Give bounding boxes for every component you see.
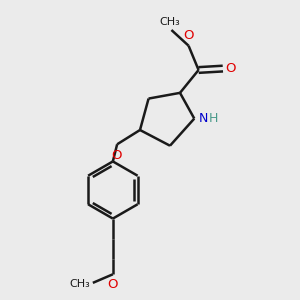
Text: N: N	[199, 112, 208, 124]
Text: O: O	[226, 62, 236, 75]
Text: H: H	[209, 112, 218, 124]
Text: CH₃: CH₃	[69, 279, 90, 289]
Text: O: O	[183, 29, 194, 42]
Text: O: O	[108, 278, 118, 291]
Text: CH₃: CH₃	[160, 17, 180, 27]
Text: O: O	[111, 149, 122, 162]
